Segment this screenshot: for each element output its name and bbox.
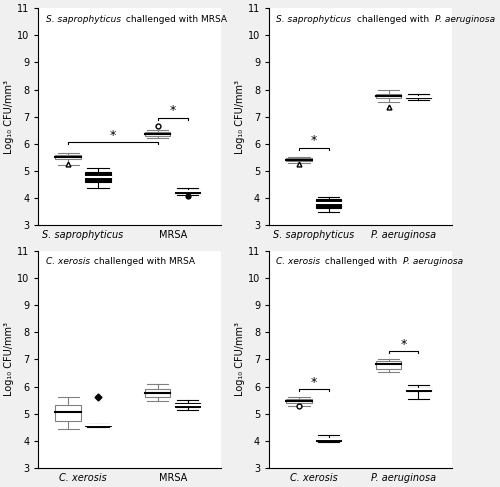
- Bar: [286, 399, 312, 403]
- Text: *: *: [170, 105, 176, 117]
- Bar: [286, 158, 312, 161]
- Bar: [406, 388, 431, 391]
- Text: P. aeruginosa: P. aeruginosa: [435, 15, 495, 24]
- Bar: [316, 438, 342, 441]
- Bar: [145, 389, 171, 397]
- Y-axis label: Log₁₀ CFU/mm³: Log₁₀ CFU/mm³: [235, 80, 245, 154]
- Text: challenged with MRSA: challenged with MRSA: [92, 258, 196, 266]
- Bar: [175, 403, 200, 407]
- Bar: [56, 405, 80, 421]
- Text: S. saprophyticus: S. saprophyticus: [46, 15, 120, 24]
- Bar: [145, 132, 171, 136]
- Text: *: *: [400, 338, 406, 351]
- Bar: [175, 190, 200, 193]
- Text: C. xerosis: C. xerosis: [46, 258, 90, 266]
- Text: P. aeruginosa: P. aeruginosa: [403, 258, 463, 266]
- Text: S. saprophyticus: S. saprophyticus: [276, 15, 351, 24]
- Bar: [86, 172, 110, 182]
- Text: challenged with: challenged with: [322, 258, 400, 266]
- Text: challenged with MRSA: challenged with MRSA: [124, 15, 228, 24]
- Text: C. xerosis: C. xerosis: [276, 258, 320, 266]
- Bar: [376, 361, 401, 369]
- Y-axis label: Log₁₀ CFU/mm³: Log₁₀ CFU/mm³: [4, 322, 14, 396]
- Text: challenged with: challenged with: [354, 15, 432, 24]
- Y-axis label: Log₁₀ CFU/mm³: Log₁₀ CFU/mm³: [235, 322, 245, 396]
- Bar: [56, 155, 80, 159]
- Bar: [406, 96, 431, 98]
- Bar: [376, 94, 401, 98]
- Y-axis label: Log₁₀ CFU/mm³: Log₁₀ CFU/mm³: [4, 80, 14, 154]
- Text: *: *: [311, 134, 317, 148]
- Text: *: *: [311, 376, 317, 389]
- Bar: [316, 199, 342, 207]
- Text: *: *: [110, 129, 116, 142]
- Bar: [86, 425, 110, 427]
